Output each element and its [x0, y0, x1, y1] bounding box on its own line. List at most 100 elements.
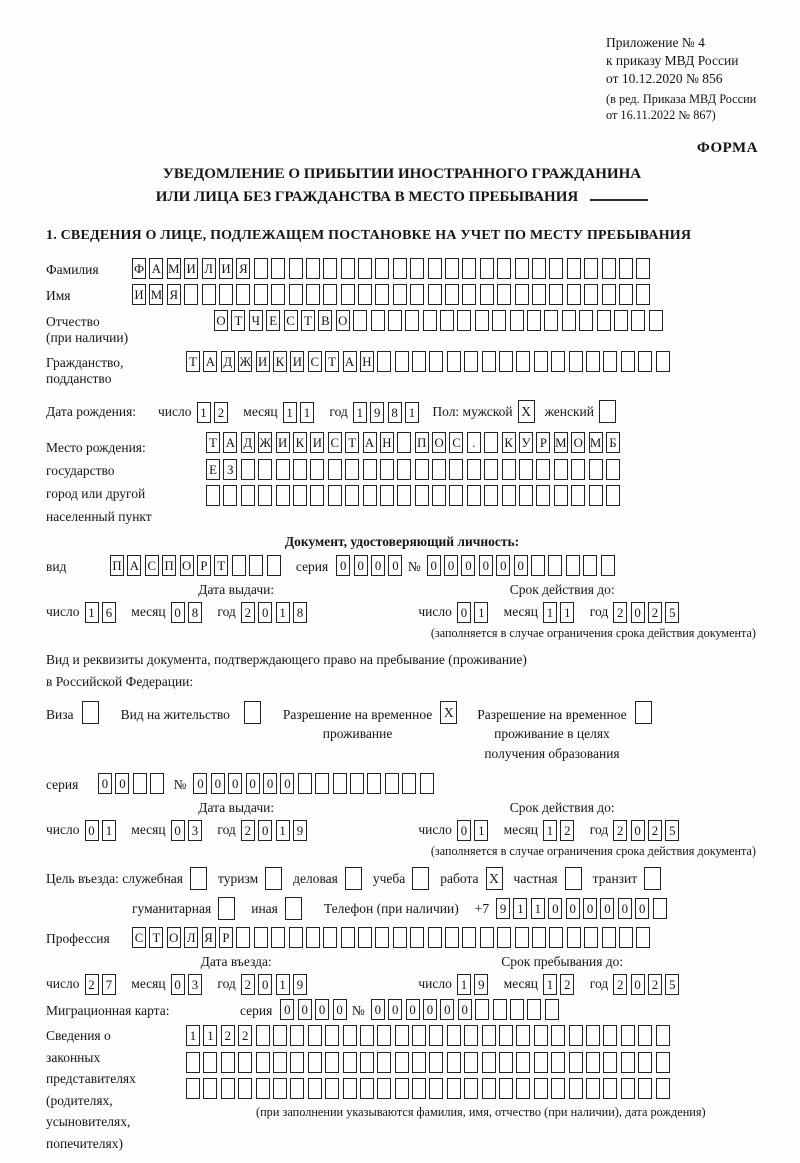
char-cell[interactable] — [481, 1078, 496, 1100]
char-cell[interactable] — [603, 1051, 618, 1073]
char-cell[interactable] — [568, 1051, 583, 1073]
char-cell[interactable] — [588, 458, 603, 480]
char-cell[interactable] — [310, 485, 325, 507]
char-cell[interactable] — [655, 1078, 670, 1100]
char-cell[interactable]: 0 — [280, 999, 295, 1021]
char-cell[interactable] — [585, 351, 600, 373]
sex-male-checkbox[interactable]: X — [517, 400, 535, 424]
char-cell[interactable] — [412, 1078, 427, 1100]
char-cell[interactable] — [531, 284, 546, 306]
char-cell[interactable] — [240, 458, 255, 480]
char-cell[interactable]: О — [571, 432, 586, 454]
char-cell[interactable] — [272, 1078, 287, 1100]
char-cell[interactable] — [544, 999, 559, 1021]
char-cell[interactable] — [527, 310, 542, 332]
char-cell[interactable]: 0 — [548, 898, 563, 920]
char-cell[interactable] — [636, 927, 651, 949]
char-cell[interactable] — [499, 1051, 514, 1073]
char-cell[interactable]: 2 — [613, 602, 628, 624]
char-cell[interactable]: 0 — [630, 602, 645, 624]
char-cell[interactable]: П — [414, 432, 429, 454]
char-cell[interactable]: Т — [231, 310, 246, 332]
char-cell[interactable]: 1 — [196, 402, 211, 424]
char-cell[interactable]: 2 — [238, 1025, 253, 1047]
char-cell[interactable] — [377, 1078, 392, 1100]
char-cell[interactable]: М — [166, 258, 181, 280]
purpose-study-checkbox[interactable] — [412, 867, 430, 891]
char-cell[interactable] — [377, 351, 392, 373]
char-cell[interactable] — [501, 485, 516, 507]
char-cell[interactable]: М — [149, 284, 164, 306]
char-cell[interactable] — [566, 927, 581, 949]
char-cell[interactable]: 2 — [613, 974, 628, 996]
char-cell[interactable] — [484, 432, 499, 454]
char-cell[interactable] — [414, 485, 429, 507]
char-cell[interactable]: 0 — [170, 602, 185, 624]
char-cell[interactable]: 2 — [647, 974, 662, 996]
char-cell[interactable] — [288, 284, 303, 306]
char-cell[interactable] — [464, 351, 479, 373]
char-cell[interactable] — [255, 1025, 270, 1047]
char-cell[interactable] — [429, 1078, 444, 1100]
char-cell[interactable] — [548, 555, 563, 577]
char-cell[interactable]: 0 — [210, 773, 225, 795]
char-cell[interactable]: 2 — [240, 602, 255, 624]
char-cell[interactable] — [362, 485, 377, 507]
char-cell[interactable] — [325, 1078, 340, 1100]
char-cell[interactable] — [307, 1051, 322, 1073]
char-cell[interactable]: С — [327, 432, 342, 454]
residence-permit-checkbox[interactable] — [243, 700, 261, 724]
char-cell[interactable] — [479, 258, 494, 280]
char-cell[interactable]: И — [275, 432, 290, 454]
char-cell[interactable]: Т — [186, 351, 200, 373]
char-cell[interactable] — [362, 458, 377, 480]
char-cell[interactable] — [249, 555, 264, 577]
char-cell[interactable]: 1 — [530, 898, 545, 920]
char-cell[interactable] — [271, 927, 286, 949]
char-cell[interactable] — [638, 1025, 653, 1047]
char-cell[interactable]: Р — [196, 555, 211, 577]
char-cell[interactable] — [533, 1078, 548, 1100]
char-cell[interactable]: 9 — [474, 974, 489, 996]
purpose-official-checkbox[interactable] — [190, 867, 207, 891]
char-cell[interactable] — [377, 1051, 392, 1073]
char-cell[interactable] — [315, 773, 330, 795]
char-cell[interactable] — [551, 1078, 566, 1100]
char-cell[interactable] — [223, 485, 238, 507]
char-cell[interactable]: К — [292, 432, 307, 454]
char-cell[interactable] — [405, 310, 420, 332]
char-cell[interactable] — [568, 1025, 583, 1047]
char-cell[interactable]: Л — [184, 927, 199, 949]
char-cell[interactable] — [497, 284, 512, 306]
char-cell[interactable] — [464, 1051, 479, 1073]
char-cell[interactable] — [290, 1078, 305, 1100]
char-cell[interactable]: В — [318, 310, 333, 332]
char-cell[interactable]: Ч — [248, 310, 263, 332]
purpose-work-checkbox[interactable]: X — [485, 867, 503, 891]
char-cell[interactable] — [464, 1025, 479, 1047]
char-cell[interactable]: А — [342, 351, 357, 373]
char-cell[interactable] — [323, 258, 338, 280]
char-cell[interactable]: Д — [240, 432, 255, 454]
char-cell[interactable] — [457, 310, 472, 332]
char-cell[interactable] — [638, 1078, 653, 1100]
char-cell[interactable] — [358, 927, 373, 949]
char-cell[interactable] — [186, 1078, 200, 1100]
char-cell[interactable] — [446, 1025, 461, 1047]
char-cell[interactable] — [585, 1025, 600, 1047]
char-cell[interactable] — [255, 1051, 270, 1073]
char-cell[interactable] — [410, 927, 425, 949]
char-cell[interactable] — [394, 1051, 409, 1073]
char-cell[interactable] — [620, 351, 635, 373]
char-cell[interactable] — [375, 927, 390, 949]
char-cell[interactable] — [449, 485, 464, 507]
char-cell[interactable] — [531, 258, 546, 280]
char-cell[interactable] — [327, 485, 342, 507]
char-cell[interactable] — [412, 1051, 427, 1073]
char-cell[interactable]: У — [519, 432, 534, 454]
char-cell[interactable] — [445, 284, 460, 306]
char-cell[interactable]: Т — [149, 927, 164, 949]
char-cell[interactable]: П — [110, 555, 124, 577]
char-cell[interactable] — [184, 284, 199, 306]
char-cell[interactable]: 9 — [292, 974, 307, 996]
